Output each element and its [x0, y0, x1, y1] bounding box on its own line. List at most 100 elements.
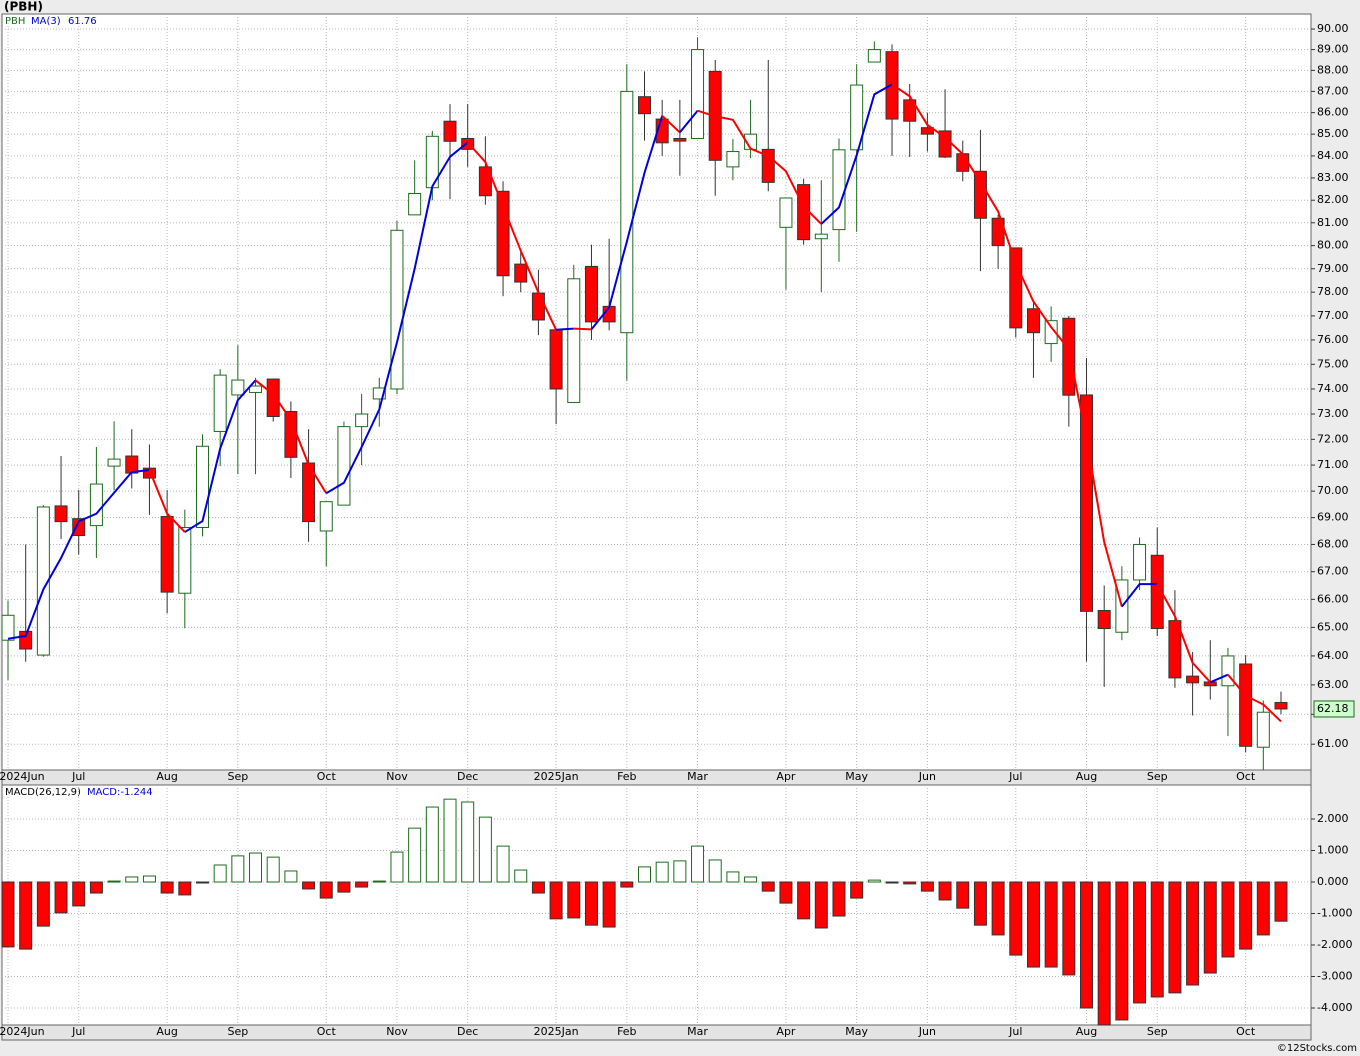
x-tick-label: Sep [1147, 770, 1168, 783]
watermark: ©12Stocks.com [1277, 1043, 1357, 1054]
candle-body [478, 166, 492, 197]
candle-body [673, 137, 687, 142]
macd-bar [249, 852, 263, 883]
candle-body [638, 96, 651, 115]
y-tick-label: 2.000 [1317, 812, 1349, 825]
x-tick-label: Nov [386, 1025, 408, 1038]
x-tick-label: Aug [1076, 1025, 1097, 1038]
candle-body [372, 387, 386, 400]
y-tick-label: 67.00 [1317, 565, 1349, 578]
macd-bar [956, 881, 970, 909]
candle-body [178, 526, 192, 594]
candle-body [691, 49, 705, 139]
candle-body [1026, 308, 1040, 334]
x-tick-label: Sep [1147, 1025, 1168, 1038]
ma-line [184, 379, 257, 533]
y-tick-label: 87.00 [1317, 84, 1349, 97]
macd-bar [620, 881, 634, 888]
macd-bar [125, 876, 139, 883]
macd-bar [797, 881, 811, 920]
candle-body [125, 455, 139, 474]
y-tick-label: 66.00 [1317, 592, 1349, 605]
macd-bar [408, 827, 422, 883]
legend-ma-value: 61.76 [68, 16, 97, 27]
macd-bar [372, 880, 386, 883]
x-tick-label: Oct [1236, 1025, 1256, 1038]
macd-bar [1186, 881, 1200, 986]
x-tick-label: Jul [71, 770, 85, 783]
macd-bar [319, 881, 333, 899]
macd-bar [425, 806, 439, 883]
candle-body [195, 445, 209, 528]
macd-bar [355, 881, 369, 888]
x-tick-label: Apr [776, 770, 796, 783]
candle-body [797, 184, 811, 241]
y-tick-label: 73.00 [1317, 407, 1349, 420]
x-tick-label: May [845, 1025, 868, 1038]
candle-body [266, 378, 280, 418]
candle-body [213, 374, 227, 432]
ma-line [325, 141, 469, 495]
macd-bar [443, 798, 457, 883]
macd-bar [655, 861, 669, 883]
macd-bar [514, 869, 528, 883]
y-tick-label: 78.00 [1317, 285, 1349, 298]
candle-body [1186, 675, 1200, 684]
macd-bar [390, 851, 404, 883]
ma-line [573, 327, 592, 331]
ma-line [590, 115, 664, 330]
candle-body [319, 501, 333, 532]
y-tick-label: 77.00 [1317, 309, 1349, 322]
macd-bar [638, 866, 651, 883]
ma-line [1121, 583, 1158, 608]
macd-bar [178, 881, 192, 896]
candle-body [1274, 701, 1288, 710]
macd-bar [885, 881, 899, 884]
macd-bar [531, 881, 545, 894]
candle-body [567, 278, 581, 403]
macd-bar [1203, 881, 1217, 974]
x-tick-label: Jul [1008, 1025, 1022, 1038]
candle-body [832, 149, 846, 231]
y-tick-label: 83.00 [1317, 171, 1349, 184]
x-tick-label: Nov [386, 770, 408, 783]
macd-bar [1044, 881, 1058, 968]
candle-body [142, 467, 156, 479]
candle-body [160, 516, 174, 593]
y-tick-label: 89.00 [1317, 43, 1349, 56]
chart-title: (PBH) [4, 0, 43, 14]
candle-body [337, 426, 351, 506]
candle-body [408, 193, 422, 216]
macd-bar [142, 875, 156, 883]
y-tick-label: 88.00 [1317, 63, 1349, 76]
candle-body [620, 90, 634, 334]
macd-bar [584, 881, 598, 926]
macd-bar [938, 881, 952, 901]
candle-body [779, 197, 793, 228]
ma-line [661, 115, 681, 134]
y-tick-label: 69.00 [1317, 511, 1349, 524]
candle-body [1133, 543, 1147, 581]
macd-bar [1062, 881, 1076, 976]
x-tick-label: Dec [457, 770, 478, 783]
candle-body [1044, 320, 1058, 345]
macd-bar [1115, 881, 1129, 1021]
macd-bar [195, 881, 209, 884]
x-tick-label: 2024Jun [0, 770, 45, 783]
candle-body [1221, 655, 1235, 687]
macd-bar [832, 881, 846, 917]
macd-title: MACD(26,12,9) [5, 787, 81, 798]
ma-line [148, 469, 186, 533]
x-tick-label: Jun [918, 770, 936, 783]
candle-body [549, 329, 563, 390]
candle-body [1256, 711, 1270, 748]
x-tick-label: Oct [1236, 770, 1256, 783]
macd-bar [1256, 881, 1270, 936]
y-tick-label: 71.00 [1317, 458, 1349, 471]
macd-bar [867, 879, 881, 883]
macd-bar [160, 881, 174, 894]
y-tick-label: 81.00 [1317, 216, 1349, 229]
x-tick-label: Sep [227, 770, 248, 783]
x-tick-label: Jul [71, 1025, 85, 1038]
macd-bar [1, 881, 15, 948]
